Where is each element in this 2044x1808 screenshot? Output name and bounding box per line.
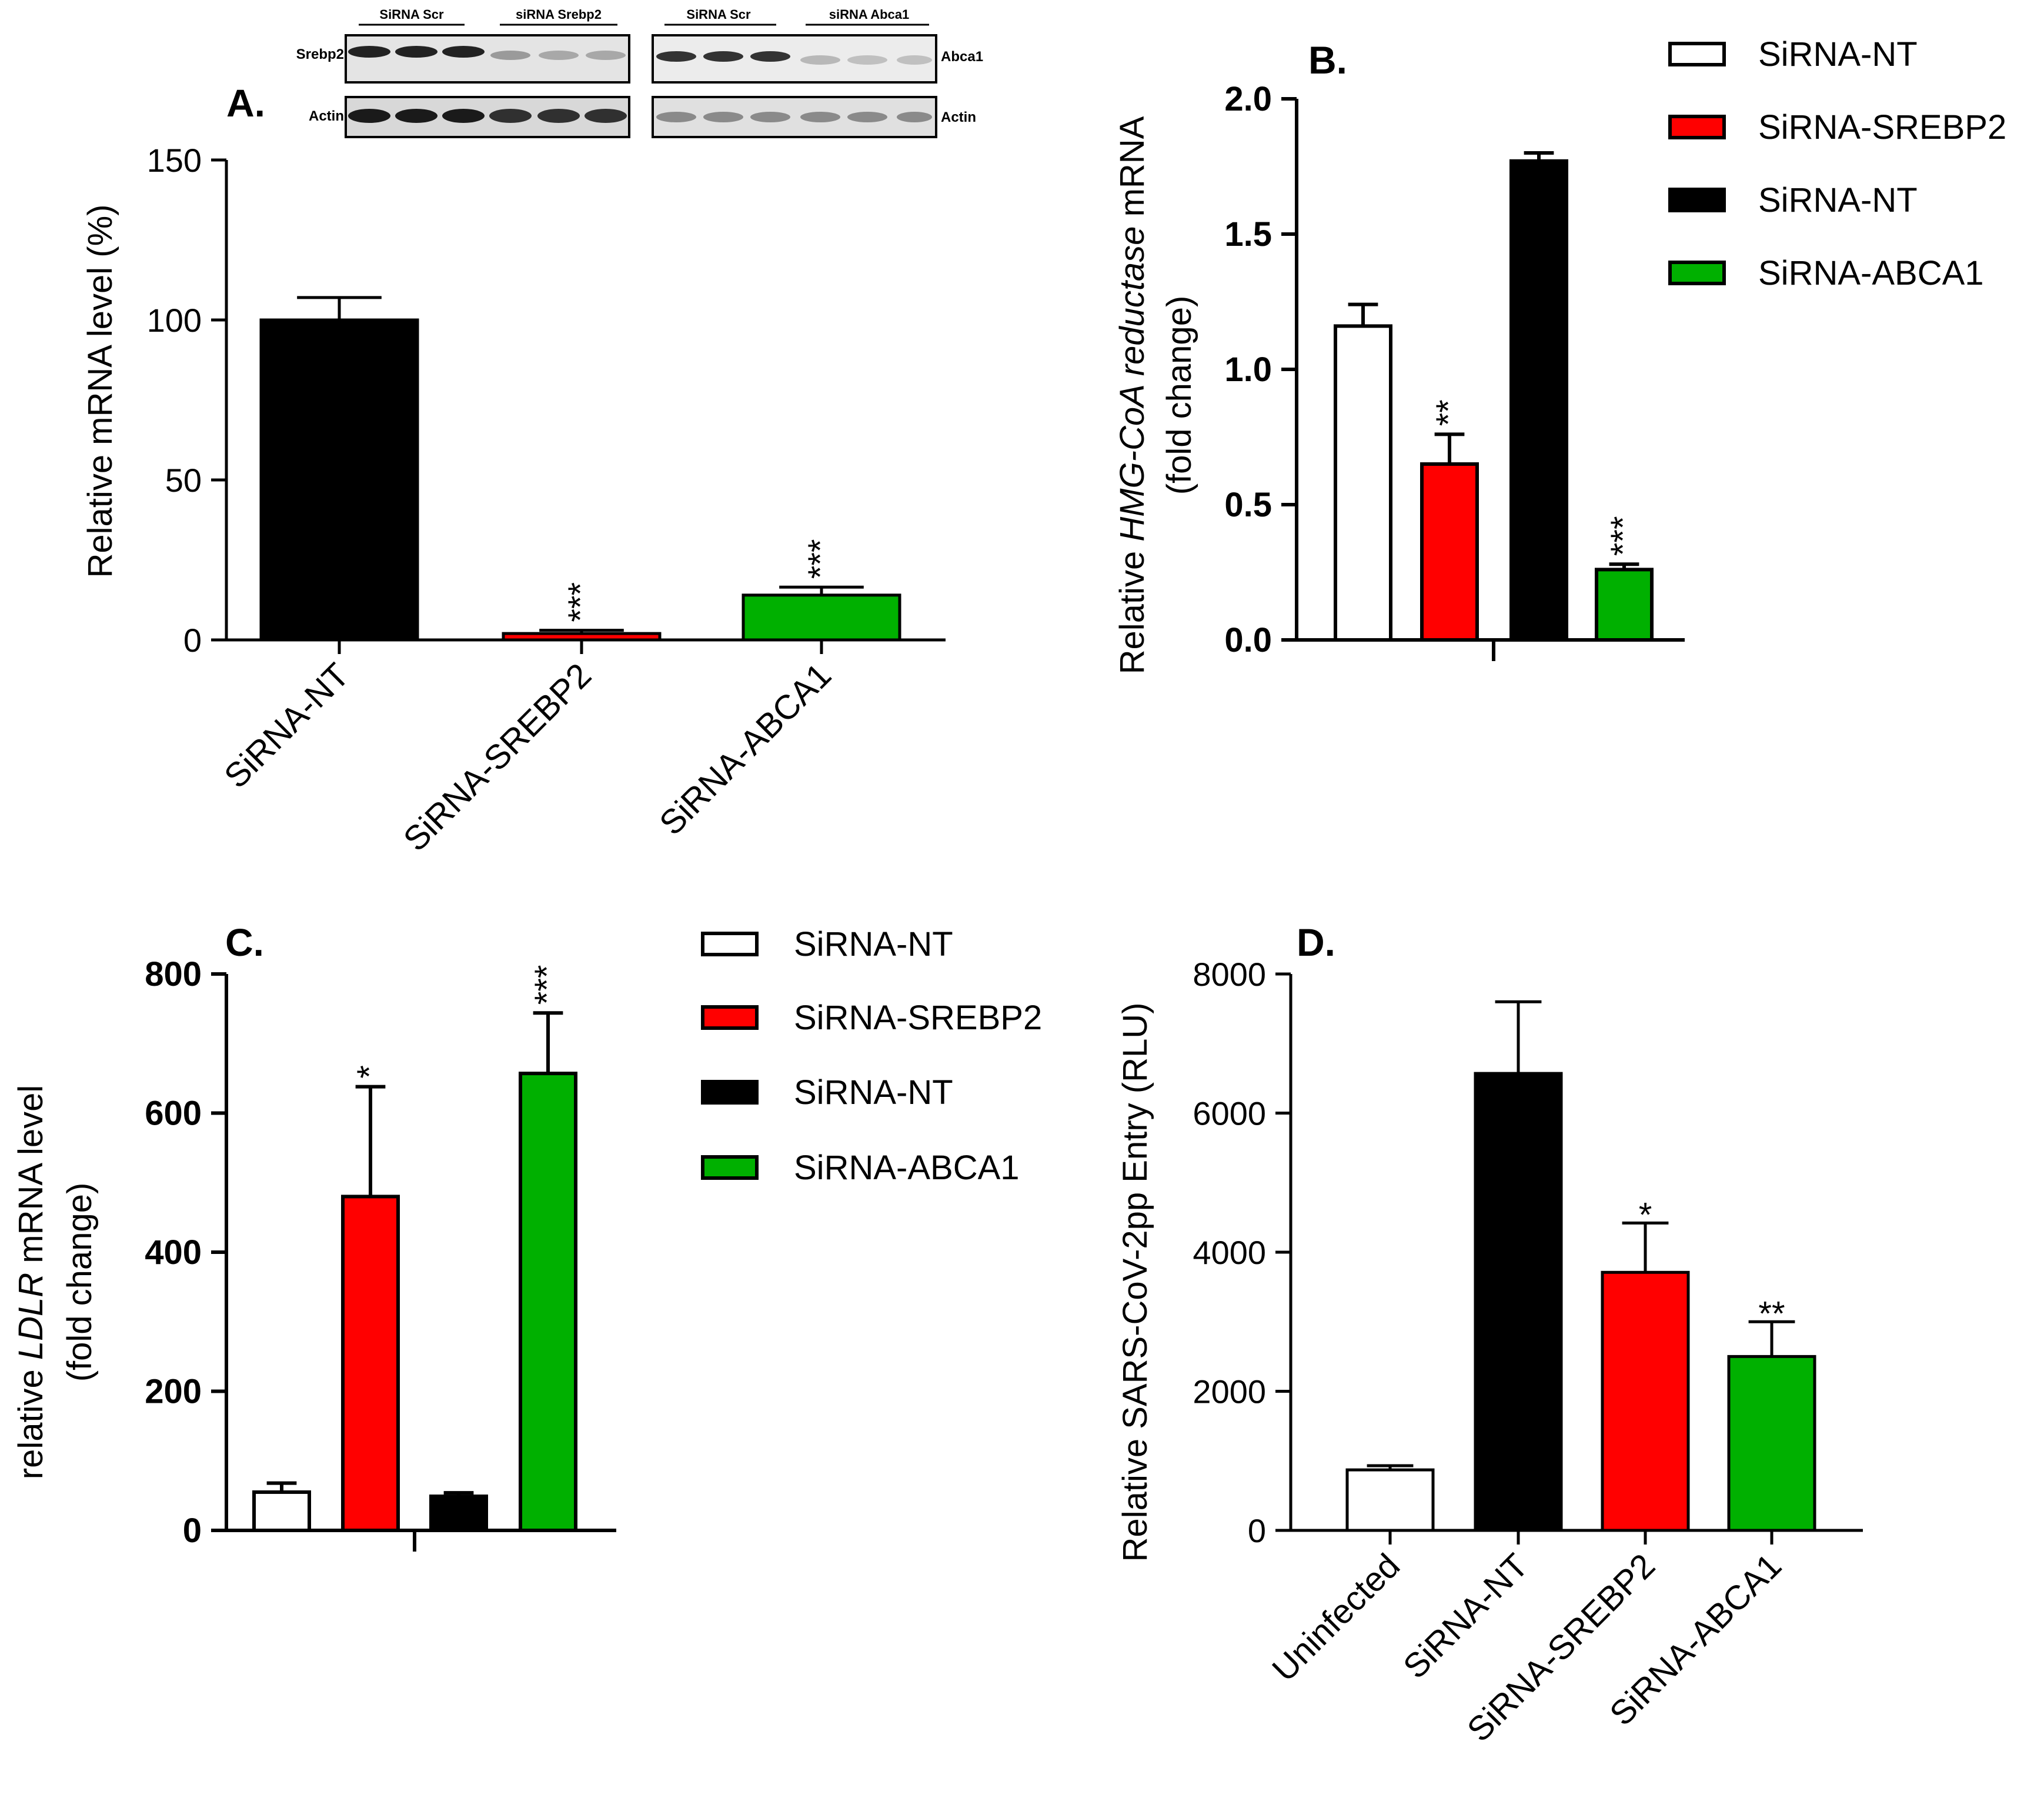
panel-c-legend-label: SiRNA-NT xyxy=(794,925,953,963)
panel-c-y-tick-label: 600 xyxy=(145,1095,202,1133)
panel-d-3-significance: ** xyxy=(1758,1295,1785,1333)
panel-c-2-bar xyxy=(429,1495,488,1533)
panel-d-y-tick-label: 8000 xyxy=(1193,956,1266,993)
blot-row-abca1: Abca1 xyxy=(941,49,983,65)
panel-b-legend-swatch xyxy=(1668,261,1726,285)
panel-b-ylabel: Relative HMG-CoA reductase mRNA xyxy=(1113,116,1151,674)
panel-d: D. Relative SARS-CoV-2pp Entry (RLU) 0 20… xyxy=(1116,920,1863,1749)
panel-c-y-tick-label: 800 xyxy=(145,955,202,993)
panel-c-legend-swatch xyxy=(701,1155,759,1180)
panel-c-legend-swatch xyxy=(701,1005,759,1030)
panel-b-plot: 0.00.51.01.52.0***** xyxy=(1224,80,1685,661)
gel-srebp2 xyxy=(345,34,630,84)
panel-a-ylabel: Relative mRNA level (%) xyxy=(81,205,119,578)
blot-label-scr-1: SiRNA Scr xyxy=(379,7,444,22)
panel-a-1-bar xyxy=(502,632,662,642)
panel-d-2-bar xyxy=(1601,1270,1690,1532)
panel-c-0-bar xyxy=(252,1490,311,1532)
panel-d-x-tick-label: SiRNA-NT xyxy=(1396,1546,1535,1686)
panel-d-y-tick-label: 6000 xyxy=(1193,1095,1266,1132)
panel-c-3-bar xyxy=(519,1072,577,1533)
panel-b-legend-label: SiRNA-NT xyxy=(1758,181,1918,219)
panel-d-0-bar xyxy=(1345,1468,1435,1532)
panel-c-legend-label: SiRNA-ABCA1 xyxy=(794,1149,1020,1187)
panel-c: C. relative LDLR mRNA level (fold change… xyxy=(12,920,1042,1552)
panel-d-plot: 02000400060008000UninfectedSiRNA-NT*SiRN… xyxy=(1193,956,1863,1749)
panel-c-y-tick-label: 0 xyxy=(183,1512,202,1550)
panel-b: B. Relative HMG-CoA reductase mRNA (fold… xyxy=(1113,35,2006,674)
panel-a-x-tick-label: SiRNA-SREBP2 xyxy=(396,656,599,859)
panel-c-label: C. xyxy=(225,920,264,964)
panel-a-y-tick-label: 100 xyxy=(147,302,202,339)
panel-b-legend: SiRNA-NT SiRNA-SREBP2 SiRNA-NT SiRNA-ABCA1 xyxy=(1668,35,2006,292)
gel-actin-left xyxy=(345,96,630,138)
panel-d-y-tick-label: 4000 xyxy=(1193,1234,1266,1271)
panel-d-3-bar xyxy=(1727,1355,1816,1532)
panel-a-2-bar xyxy=(742,593,901,642)
panel-b-legend-swatch xyxy=(1668,115,1726,139)
panel-a-2-significance: *** xyxy=(801,539,840,579)
panel-d-ylabel: Relative SARS-CoV-2pp Entry (RLU) xyxy=(1116,1003,1154,1562)
panel-b-3-significance: *** xyxy=(1604,516,1642,556)
panel-c-y-tick-label: 200 xyxy=(145,1373,202,1411)
panel-b-y-tick-label: 0.0 xyxy=(1224,621,1272,659)
gel-abca1 xyxy=(652,34,937,84)
panel-a-x-tick-label: SiRNA-ABCA1 xyxy=(652,656,839,842)
panel-c-legend-swatch xyxy=(701,932,759,956)
panel-c-3-significance: *** xyxy=(528,965,566,1005)
panel-a-label: A. xyxy=(226,81,265,125)
blot-label-abca1: siRNA Abca1 xyxy=(829,7,910,22)
blot-row-actin-left: Actin xyxy=(309,108,344,124)
panel-b-1-bar xyxy=(1420,462,1479,642)
panel-b-legend-label: SiRNA-SREBP2 xyxy=(1758,108,2006,146)
panel-a-y-tick-label: 50 xyxy=(165,462,202,499)
panel-d-label: D. xyxy=(1297,920,1335,964)
panel-a-y-tick-label: 0 xyxy=(183,622,202,659)
panel-b-y-tick-label: 0.5 xyxy=(1224,486,1272,524)
panel-d-2-significance: * xyxy=(1639,1196,1652,1234)
panel-a: A. Relative mRNA level (%) 0 50 100 150 SiRN… xyxy=(81,81,946,859)
panel-a-0-bar xyxy=(259,318,419,642)
panel-c-1-bar xyxy=(341,1195,400,1532)
panel-b-legend-label: SiRNA-ABCA1 xyxy=(1758,254,1984,292)
panel-a-plot: 0 50 100 150 SiRNA-NT *** SiRNA-SREBP2 *** SiRNA… xyxy=(147,142,946,859)
panel-c-ylabel-2: (fold change) xyxy=(61,1183,99,1382)
panel-b-0-bar xyxy=(1334,324,1392,642)
panel-b-label: B. xyxy=(1308,38,1347,82)
panel-b-legend-swatch xyxy=(1668,42,1726,66)
panel-d-y-tick-label: 2000 xyxy=(1193,1373,1266,1410)
panel-a-y-tick-label: 150 xyxy=(147,142,202,179)
panel-b-y-tick-label: 1.5 xyxy=(1224,215,1272,253)
panel-c-legend-label: SiRNA-SREBP2 xyxy=(794,999,1042,1037)
panel-d-x-tick-label: Uninfected xyxy=(1265,1546,1407,1689)
blot-row-actin-right: Actin xyxy=(941,109,976,125)
blot-label-scr-2: SiRNA Scr xyxy=(686,7,751,22)
panel-d-y-tick-label: 0 xyxy=(1248,1512,1266,1549)
panel-b-1-significance: ** xyxy=(1430,399,1468,426)
panel-d-1-bar xyxy=(1474,1072,1563,1532)
blot-label-srebp2: siRNA Srebp2 xyxy=(516,7,602,22)
panel-b-3-bar xyxy=(1595,568,1654,642)
blot-row-srebp2: Srebp2 xyxy=(296,46,344,62)
gel-actin-right xyxy=(652,96,937,138)
western-blot: SiRNA Scr siRNA Srebp2 SiRNA Scr siRNA A… xyxy=(296,7,983,138)
panel-c-y-tick-label: 400 xyxy=(145,1233,202,1272)
panel-c-ylabel: relative LDLR mRNA level xyxy=(12,1085,50,1479)
panel-c-1-significance: * xyxy=(350,1065,389,1079)
panel-a-1-significance: *** xyxy=(562,582,600,622)
panel-b-ylabel-2: (fold change) xyxy=(1160,296,1198,495)
panel-b-legend-label: SiRNA-NT xyxy=(1758,35,1918,74)
panel-b-y-tick-label: 1.0 xyxy=(1224,351,1272,389)
panel-a-x-tick-label: SiRNA-NT xyxy=(217,656,356,795)
panel-b-y-tick-label: 2.0 xyxy=(1224,80,1272,118)
panel-b-legend-swatch xyxy=(1668,188,1726,212)
panel-c-legend-label: SiRNA-NT xyxy=(794,1073,953,1112)
panel-b-2-bar xyxy=(1509,159,1568,642)
panel-c-legend-swatch xyxy=(701,1080,759,1105)
panel-c-legend: SiRNA-NT SiRNA-SREBP2 SiRNA-NT SiRNA-ABCA1 xyxy=(701,925,1042,1187)
